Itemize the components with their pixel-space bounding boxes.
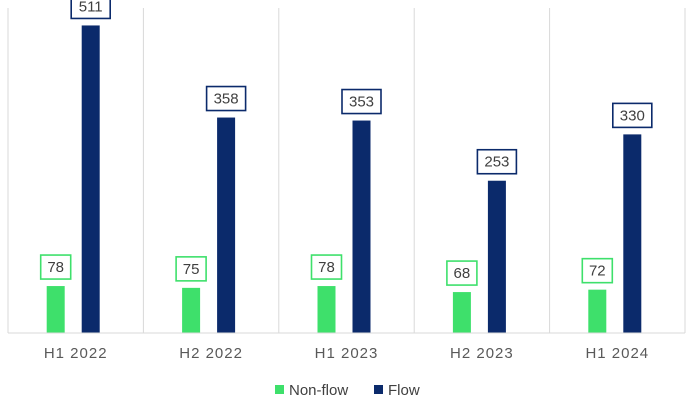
bar-flow [217, 117, 236, 333]
bar-flow [352, 120, 371, 333]
data-label-box-non-flow [446, 260, 478, 286]
data-label-box-flow [476, 148, 518, 175]
legend-label-flow: Flow [388, 382, 420, 399]
bar-non-flow [317, 286, 336, 333]
category-gridlines [7, 8, 686, 333]
legend-swatch-non-flow [275, 385, 284, 394]
x-tick-label: H1 2024 [585, 345, 649, 362]
bar-non-flow [588, 289, 607, 333]
data-label-box-non-flow [175, 256, 207, 282]
legend-swatch-flow [374, 385, 383, 394]
bar-non-flow [452, 292, 471, 333]
bar-non-flow [46, 286, 65, 333]
data-labels: 78 511 75 358 78 353 68 253 72 330 [39, 0, 653, 286]
x-tick-label: H2 2022 [179, 345, 243, 362]
data-label-flow: 253 [484, 154, 509, 171]
data-label-flow: 511 [79, 0, 103, 15]
legend: Non-flow Flow [275, 382, 420, 399]
bar-non-flow [182, 287, 201, 333]
bar-flow [81, 25, 100, 333]
bar-flow [623, 134, 642, 333]
data-label-box-non-flow [581, 257, 614, 284]
bars [46, 25, 642, 333]
x-tick-label: H1 2023 [315, 345, 379, 362]
x-tick-label: H2 2023 [450, 345, 514, 362]
data-label-flow: 358 [214, 91, 239, 108]
data-label-box-flow [611, 102, 653, 129]
legend-label-non-flow: Non-flow [289, 382, 348, 399]
x-tick-label: H1 2022 [44, 345, 108, 362]
data-label-box-flow [341, 88, 382, 115]
data-label-non-flow: 72 [589, 263, 606, 280]
data-label-non-flow: 78 [318, 259, 335, 276]
data-label-non-flow: 78 [47, 259, 64, 276]
data-label-box-non-flow [310, 254, 343, 280]
data-label-box-non-flow [39, 254, 72, 280]
x-tick-labels: H1 2022 H2 2022 H1 2023 H2 2023 H1 2024 [44, 345, 649, 362]
bar-flow [487, 180, 506, 333]
data-label-box-flow [70, 0, 111, 20]
data-label-non-flow: 68 [454, 265, 471, 282]
data-label-flow: 330 [620, 107, 645, 124]
data-label-box-flow [205, 85, 247, 112]
data-label-flow: 353 [349, 94, 374, 111]
data-label-non-flow: 75 [183, 261, 200, 278]
